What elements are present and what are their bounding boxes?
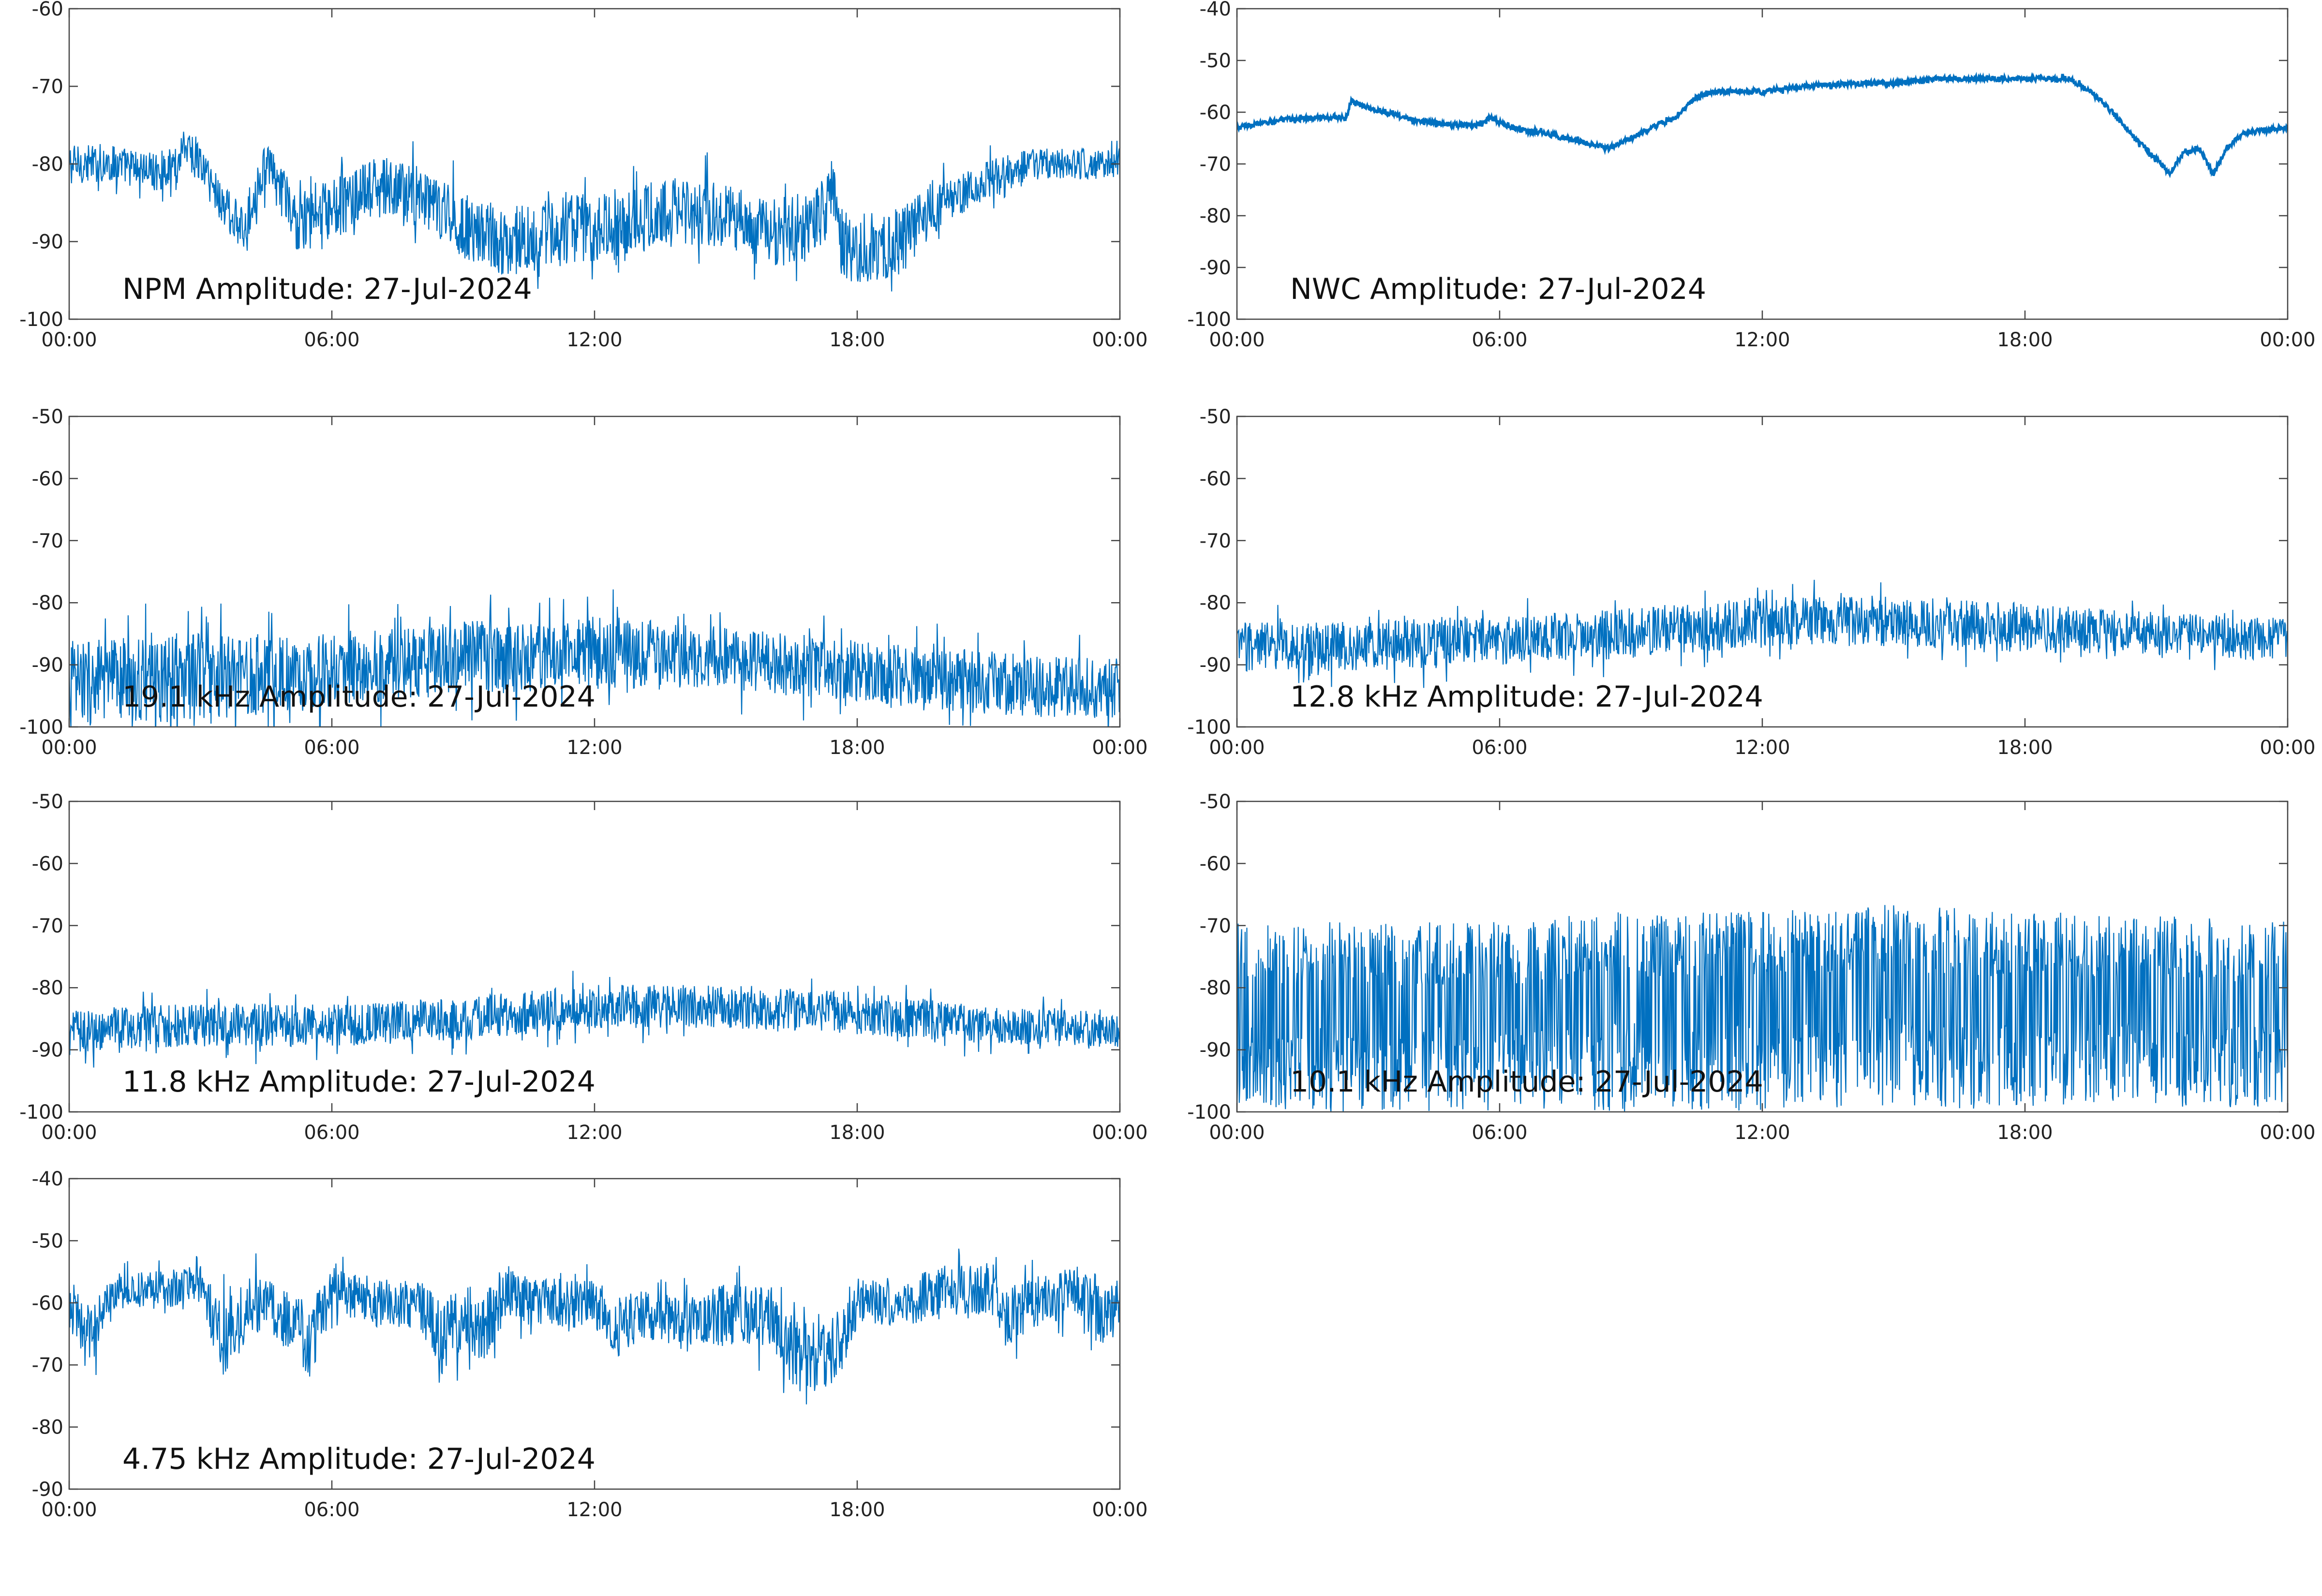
y-tick-label: -40 bbox=[1200, 0, 1231, 20]
x-tick-label: 06:00 bbox=[304, 329, 359, 351]
x-tick-label: 00:00 bbox=[1209, 329, 1265, 351]
y-tick-label: -100 bbox=[1187, 716, 1231, 739]
y-tick-label: -70 bbox=[32, 915, 63, 937]
x-tick-label: 00:00 bbox=[1209, 737, 1265, 759]
y-tick-label: -60 bbox=[1200, 102, 1231, 124]
x-tick-label: 12:00 bbox=[566, 737, 622, 759]
panel-title: 4.75 kHz Amplitude: 27-Jul-2024 bbox=[122, 1442, 595, 1476]
x-tick-label: 06:00 bbox=[1472, 1122, 1527, 1144]
x-tick-label: 18:00 bbox=[1997, 1122, 2053, 1144]
x-tick-label: 18:00 bbox=[1997, 329, 2053, 351]
y-tick-label: -60 bbox=[32, 1292, 63, 1315]
series-line bbox=[69, 132, 1120, 292]
x-tick-label: 06:00 bbox=[1472, 329, 1527, 351]
x-tick-label: 00:00 bbox=[41, 329, 97, 351]
series-line bbox=[69, 589, 1120, 727]
y-tick-label: -70 bbox=[32, 1354, 63, 1376]
x-tick-label: 12:00 bbox=[1734, 329, 1790, 351]
y-tick-label: -100 bbox=[19, 1101, 63, 1123]
y-tick-label: -50 bbox=[1200, 791, 1231, 813]
x-tick-label: 00:00 bbox=[1209, 1122, 1265, 1144]
y-tick-label: -50 bbox=[1200, 406, 1231, 428]
x-tick-label: 06:00 bbox=[304, 1122, 359, 1144]
series-line bbox=[69, 1248, 1120, 1404]
series-line bbox=[1237, 72, 2288, 178]
series-line bbox=[1237, 579, 2288, 688]
series-line bbox=[69, 971, 1120, 1068]
x-tick-label: 18:00 bbox=[829, 737, 885, 759]
y-tick-label: -60 bbox=[32, 853, 63, 875]
x-tick-label: 18:00 bbox=[829, 329, 885, 351]
y-tick-label: -70 bbox=[1200, 915, 1231, 937]
y-tick-label: -80 bbox=[32, 153, 63, 176]
y-tick-label: -70 bbox=[1200, 153, 1231, 176]
x-tick-label: 18:00 bbox=[829, 1499, 885, 1521]
y-tick-label: -40 bbox=[32, 1168, 63, 1190]
y-tick-label: -50 bbox=[32, 406, 63, 428]
x-tick-label: 06:00 bbox=[304, 737, 359, 759]
y-tick-label: -90 bbox=[1200, 1039, 1231, 1062]
y-tick-label: -100 bbox=[1187, 1101, 1231, 1123]
x-tick-label: 00:00 bbox=[41, 1122, 97, 1144]
x-tick-label: 00:00 bbox=[2260, 1122, 2315, 1144]
y-tick-label: -100 bbox=[19, 309, 63, 331]
x-tick-label: 00:00 bbox=[2260, 329, 2315, 351]
y-tick-label: -60 bbox=[1200, 468, 1231, 490]
panel-title: 19.1 kHz Amplitude: 27-Jul-2024 bbox=[122, 680, 595, 714]
y-tick-label: -50 bbox=[32, 791, 63, 813]
y-tick-label: -90 bbox=[1200, 257, 1231, 279]
y-tick-label: -100 bbox=[19, 716, 63, 739]
y-tick-label: -80 bbox=[1200, 592, 1231, 614]
x-tick-label: 00:00 bbox=[2260, 737, 2315, 759]
panel-title: NWC Amplitude: 27-Jul-2024 bbox=[1290, 272, 1706, 306]
y-tick-label: -80 bbox=[32, 1417, 63, 1439]
y-tick-label: -90 bbox=[32, 1039, 63, 1062]
y-tick-label: -80 bbox=[1200, 205, 1231, 227]
y-tick-label: -80 bbox=[32, 977, 63, 999]
panel-title: 12.8 kHz Amplitude: 27-Jul-2024 bbox=[1290, 680, 1763, 714]
y-tick-label: -60 bbox=[32, 468, 63, 490]
x-tick-label: 12:00 bbox=[566, 1499, 622, 1521]
x-tick-label: 00:00 bbox=[1092, 329, 1147, 351]
y-tick-label: -60 bbox=[1200, 853, 1231, 875]
panel-title: 11.8 kHz Amplitude: 27-Jul-2024 bbox=[122, 1065, 595, 1099]
y-tick-label: -50 bbox=[32, 1230, 63, 1252]
panel-title: NPM Amplitude: 27-Jul-2024 bbox=[122, 272, 532, 306]
x-tick-label: 12:00 bbox=[1734, 1122, 1790, 1144]
x-tick-label: 12:00 bbox=[1734, 737, 1790, 759]
x-tick-label: 12:00 bbox=[566, 1122, 622, 1144]
x-tick-label: 00:00 bbox=[1092, 1122, 1147, 1144]
x-tick-label: 18:00 bbox=[1997, 737, 2053, 759]
x-tick-label: 00:00 bbox=[41, 737, 97, 759]
x-tick-label: 06:00 bbox=[304, 1499, 359, 1521]
y-tick-label: -60 bbox=[32, 0, 63, 20]
y-tick-label: -90 bbox=[1200, 654, 1231, 677]
y-tick-label: -50 bbox=[1200, 50, 1231, 72]
y-tick-label: -80 bbox=[32, 592, 63, 614]
x-tick-label: 00:00 bbox=[1092, 1499, 1147, 1521]
x-tick-label: 00:00 bbox=[41, 1499, 97, 1521]
y-tick-label: -90 bbox=[32, 1478, 63, 1501]
y-tick-label: -80 bbox=[1200, 977, 1231, 999]
x-tick-label: 12:00 bbox=[566, 329, 622, 351]
y-tick-label: -90 bbox=[32, 231, 63, 253]
y-tick-label: -70 bbox=[32, 76, 63, 98]
series-line bbox=[1237, 905, 2288, 1112]
y-tick-label: -70 bbox=[32, 530, 63, 552]
x-tick-label: 06:00 bbox=[1472, 737, 1527, 759]
y-tick-label: -90 bbox=[32, 654, 63, 677]
x-tick-label: 00:00 bbox=[1092, 737, 1147, 759]
y-tick-label: -70 bbox=[1200, 530, 1231, 552]
y-tick-label: -100 bbox=[1187, 309, 1231, 331]
panel-title: 10.1 kHz Amplitude: 27-Jul-2024 bbox=[1290, 1065, 1763, 1099]
x-tick-label: 18:00 bbox=[829, 1122, 885, 1144]
